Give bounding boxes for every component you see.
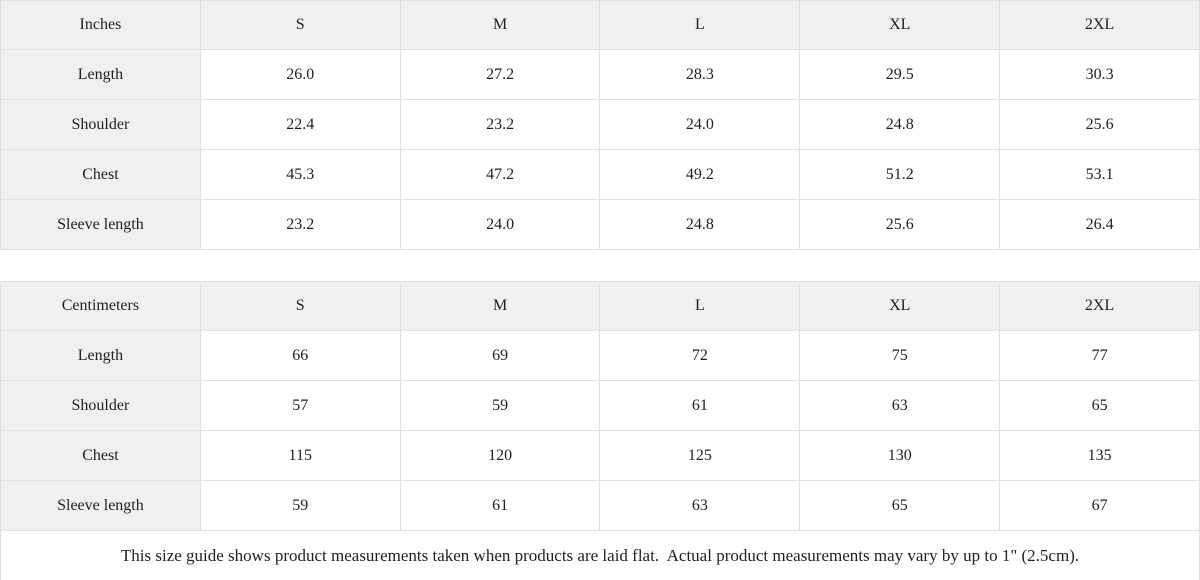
measurement-row: Sleeve length 59 61 63 65 67: [0, 480, 1200, 531]
measurement-row: Shoulder 57 59 61 63 65: [0, 380, 1200, 431]
inches-size-table: Inches S M L XL 2XL Length 26.0 27.2 28.3 29.5 30.3…: [0, 0, 1200, 250]
measurement-value-cell: 61: [399, 480, 601, 531]
measurement-value-cell: 24.0: [399, 199, 601, 250]
table-spacer: [0, 250, 1200, 281]
centimeters-size-table: Centimeters S M L XL 2XL Length 66 69 72 75 77 Shoul…: [0, 281, 1200, 531]
measurement-label-cell: Shoulder: [0, 380, 201, 431]
measurement-value-cell: 23.2: [199, 199, 401, 250]
measurement-value-cell: 57: [199, 380, 401, 431]
size-header-cell: M: [399, 0, 601, 50]
measurement-value-cell: 135: [999, 430, 1200, 481]
measurement-row: Sleeve length 23.2 24.0 24.8 25.6 26.4: [0, 199, 1200, 250]
measurement-value-cell: 53.1: [999, 149, 1200, 200]
measurement-value-cell: 125: [599, 430, 801, 481]
measurement-value-cell: 29.5: [799, 49, 1001, 100]
measurement-value-cell: 25.6: [999, 99, 1200, 150]
measurement-value-cell: 77: [999, 330, 1200, 381]
measurement-value-cell: 23.2: [399, 99, 601, 150]
measurement-value-cell: 63: [599, 480, 801, 531]
size-header-cell: L: [599, 0, 801, 50]
measurement-value-cell: 47.2: [399, 149, 601, 200]
measurement-value-cell: 45.3: [199, 149, 401, 200]
size-header-cell: XL: [799, 281, 1001, 331]
size-header-row: Inches S M L XL 2XL: [0, 0, 1200, 50]
measurement-value-cell: 51.2: [799, 149, 1001, 200]
size-header-cell: M: [399, 281, 601, 331]
unit-label-cell: Centimeters: [0, 281, 201, 331]
measurement-value-cell: 115: [199, 430, 401, 481]
measurement-value-cell: 59: [199, 480, 401, 531]
measurement-value-cell: 28.3: [599, 49, 801, 100]
size-header-row: Centimeters S M L XL 2XL: [0, 281, 1200, 331]
measurement-value-cell: 72: [599, 330, 801, 381]
measurement-row: Chest 115 120 125 130 135: [0, 430, 1200, 481]
measurement-label-cell: Chest: [0, 430, 201, 481]
measurement-label-cell: Shoulder: [0, 99, 201, 150]
measurement-row: Length 26.0 27.2 28.3 29.5 30.3: [0, 49, 1200, 100]
unit-label-cell: Inches: [0, 0, 201, 50]
measurement-label-cell: Sleeve length: [0, 480, 201, 531]
size-header-cell: 2XL: [999, 0, 1200, 50]
size-header-cell: L: [599, 281, 801, 331]
measurement-value-cell: 130: [799, 430, 1001, 481]
measurement-label-cell: Length: [0, 49, 201, 100]
size-header-cell: 2XL: [999, 281, 1200, 331]
measurement-value-cell: 59: [399, 380, 601, 431]
measurement-value-cell: 75: [799, 330, 1001, 381]
measurement-value-cell: 26.0: [199, 49, 401, 100]
measurement-value-cell: 26.4: [999, 199, 1200, 250]
measurement-value-cell: 65: [799, 480, 1001, 531]
measurement-row: Length 66 69 72 75 77: [0, 330, 1200, 381]
measurement-value-cell: 69: [399, 330, 601, 381]
measurement-value-cell: 63: [799, 380, 1001, 431]
measurement-value-cell: 27.2: [399, 49, 601, 100]
measurement-value-cell: 24.8: [599, 199, 801, 250]
measurement-row: Chest 45.3 47.2 49.2 51.2 53.1: [0, 149, 1200, 200]
measurement-value-cell: 66: [199, 330, 401, 381]
measurement-label-cell: Chest: [0, 149, 201, 200]
measurement-value-cell: 65: [999, 380, 1200, 431]
measurement-value-cell: 120: [399, 430, 601, 481]
measurement-label-cell: Sleeve length: [0, 199, 201, 250]
size-header-cell: S: [199, 281, 401, 331]
measurement-row: Shoulder 22.4 23.2 24.0 24.8 25.6: [0, 99, 1200, 150]
size-header-cell: XL: [799, 0, 1001, 50]
size-guide-note: This size guide shows product measuremen…: [0, 531, 1200, 580]
measurement-value-cell: 67: [999, 480, 1200, 531]
measurement-value-cell: 22.4: [199, 99, 401, 150]
measurement-value-cell: 30.3: [999, 49, 1200, 100]
measurement-value-cell: 61: [599, 380, 801, 431]
measurement-value-cell: 49.2: [599, 149, 801, 200]
measurement-value-cell: 25.6: [799, 199, 1001, 250]
size-header-cell: S: [199, 0, 401, 50]
measurement-value-cell: 24.0: [599, 99, 801, 150]
measurement-value-cell: 24.8: [799, 99, 1001, 150]
measurement-label-cell: Length: [0, 330, 201, 381]
